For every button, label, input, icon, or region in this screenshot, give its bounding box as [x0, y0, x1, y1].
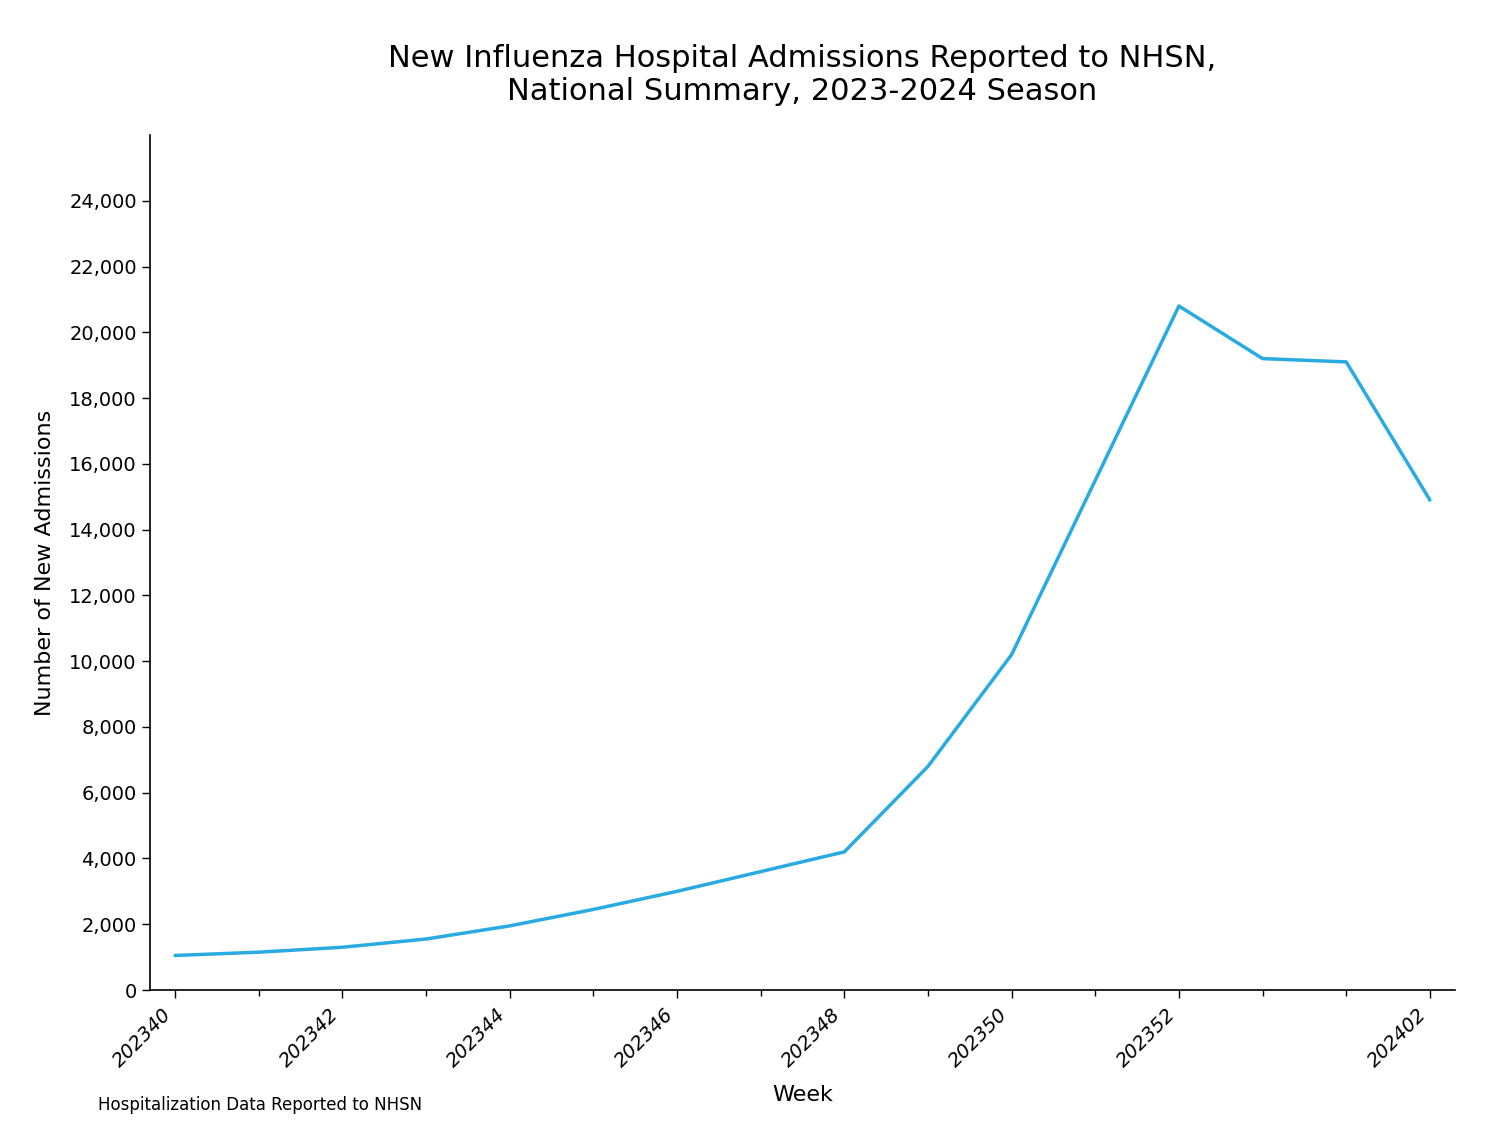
- Y-axis label: Number of New Admissions: Number of New Admissions: [36, 410, 56, 716]
- Text: Hospitalization Data Reported to NHSN: Hospitalization Data Reported to NHSN: [98, 1096, 422, 1114]
- X-axis label: Week: Week: [772, 1086, 832, 1105]
- Title: New Influenza Hospital Admissions Reported to NHSN,
National Summary, 2023-2024 : New Influenza Hospital Admissions Report…: [388, 44, 1216, 106]
